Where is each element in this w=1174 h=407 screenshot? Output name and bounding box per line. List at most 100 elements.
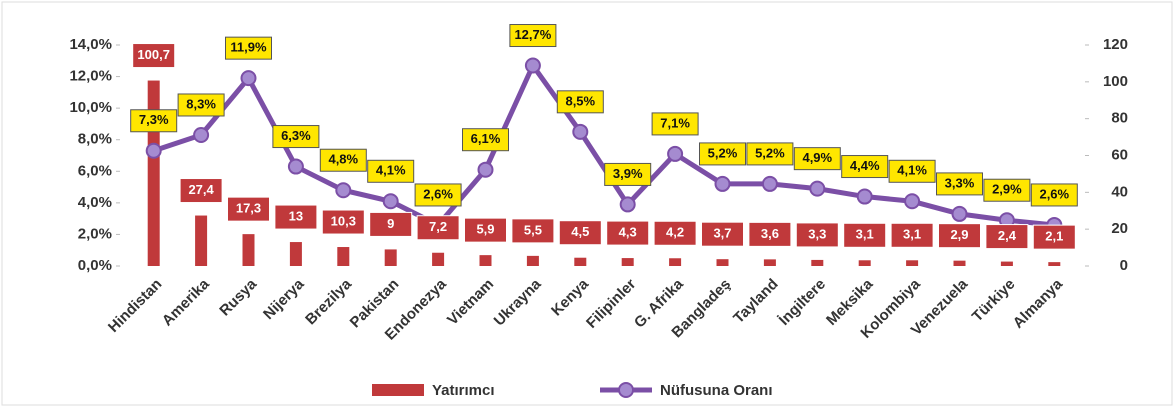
bar-label: 2,9: [950, 227, 968, 242]
bar-label-box: [274, 204, 318, 230]
line-label: 8,5%: [565, 93, 595, 108]
bar-label-box: [321, 209, 365, 235]
bar: [906, 260, 919, 266]
bar-label: 2,1: [1045, 229, 1063, 244]
line-label: 4,1%: [376, 163, 406, 178]
line-label-box: [793, 147, 841, 171]
bar-label: 3,3: [808, 226, 826, 241]
bar-label-box: [748, 221, 792, 247]
bar: [147, 80, 160, 267]
line-label: 4,4%: [850, 158, 880, 173]
line-label: 2,6%: [1039, 186, 1069, 201]
y-tick-label: 4,0%: [78, 194, 112, 211]
line-label-box: [414, 183, 462, 207]
bar-label-box: [795, 222, 839, 248]
line-label-box: [888, 159, 936, 183]
bar-label-box: [416, 215, 460, 241]
line-point: [287, 158, 304, 175]
bar-label-box: [132, 43, 176, 69]
line-label: 11,9%: [230, 40, 267, 55]
y2-tick-label: 100: [1103, 73, 1128, 90]
bar-label: 27,4: [188, 182, 214, 197]
bar: [479, 255, 492, 266]
line-label-box: [746, 142, 794, 166]
line-point: [240, 70, 257, 87]
bar: [669, 258, 682, 266]
line-label-box: [841, 155, 889, 179]
y2-tick-label: 0: [1120, 257, 1128, 274]
line-label-box: [983, 178, 1031, 202]
bar: [1048, 262, 1061, 266]
bar: [574, 257, 587, 266]
y-tick-label: 8,0%: [78, 131, 112, 148]
bar-label-box: [369, 211, 413, 237]
y2-tick-label: 80: [1111, 110, 1128, 127]
line-label: 6,1%: [471, 131, 501, 146]
y2-tick-label: 20: [1111, 220, 1128, 237]
line-label-box: [272, 125, 320, 149]
line-point: [572, 123, 589, 140]
line-label-box: [225, 36, 272, 60]
line-point: [524, 57, 541, 74]
bar-label: 4,5: [571, 224, 589, 239]
bar-label: 5,9: [476, 222, 494, 237]
bar-label-box: [558, 220, 602, 246]
line-point: [951, 205, 968, 222]
line-point: [761, 175, 778, 192]
bar-label: 17,3: [236, 201, 261, 216]
legend-label: Yatırımcı: [432, 382, 495, 399]
line-label: 4,9%: [802, 150, 832, 165]
bar-label: 2,4: [998, 228, 1017, 243]
line-label: 8,3%: [186, 96, 216, 111]
line-label-box: [699, 142, 746, 166]
y-tick-label: 0,0%: [78, 257, 112, 274]
bar: [337, 247, 350, 266]
bar: [384, 249, 397, 266]
legend-swatch: [372, 384, 424, 396]
bar: [811, 259, 824, 266]
bar: [242, 234, 255, 266]
legend-label: Nüfusuna Oranı: [660, 382, 773, 399]
line-label-box: [462, 128, 509, 152]
bar-label-box: [938, 223, 981, 249]
bar: [526, 255, 539, 266]
line-label: 5,2%: [755, 145, 785, 160]
line-label-box: [177, 93, 225, 117]
line-point: [477, 161, 494, 178]
line-label: 3,3%: [945, 175, 975, 190]
bar-label-box: [511, 218, 555, 244]
bar-label-box: [701, 221, 744, 247]
line-point: [335, 182, 352, 199]
bar: [858, 260, 871, 266]
bar-label-box: [227, 196, 270, 222]
line-point: [904, 193, 921, 210]
bar-label: 3,6: [761, 226, 779, 241]
y2-tick-label: 60: [1111, 146, 1128, 163]
line-point: [667, 145, 684, 162]
line-label-box: [936, 172, 983, 196]
bar-label: 3,1: [903, 227, 921, 242]
bar-label: 3,1: [856, 227, 874, 242]
line-point: [714, 175, 731, 192]
line-label: 7,3%: [139, 112, 169, 127]
y-tick-label: 14,0%: [69, 36, 112, 53]
line-label: 12,7%: [514, 27, 551, 42]
line-label: 2,9%: [992, 182, 1022, 197]
line-label-box: [130, 109, 178, 133]
line-label-box: [367, 159, 415, 183]
bar-label-box: [179, 178, 223, 204]
bar: [289, 242, 302, 266]
bar-label: 9: [387, 216, 394, 231]
y-tick-label: 10,0%: [69, 99, 112, 116]
line-point: [145, 142, 162, 159]
bar: [621, 258, 634, 266]
bar: [432, 252, 445, 266]
line-point: [619, 196, 636, 213]
bar-label: 13: [289, 208, 303, 223]
line-label: 5,2%: [708, 145, 738, 160]
line-point: [809, 180, 826, 197]
line-label-box: [556, 90, 604, 114]
line-label-box: [509, 24, 557, 48]
